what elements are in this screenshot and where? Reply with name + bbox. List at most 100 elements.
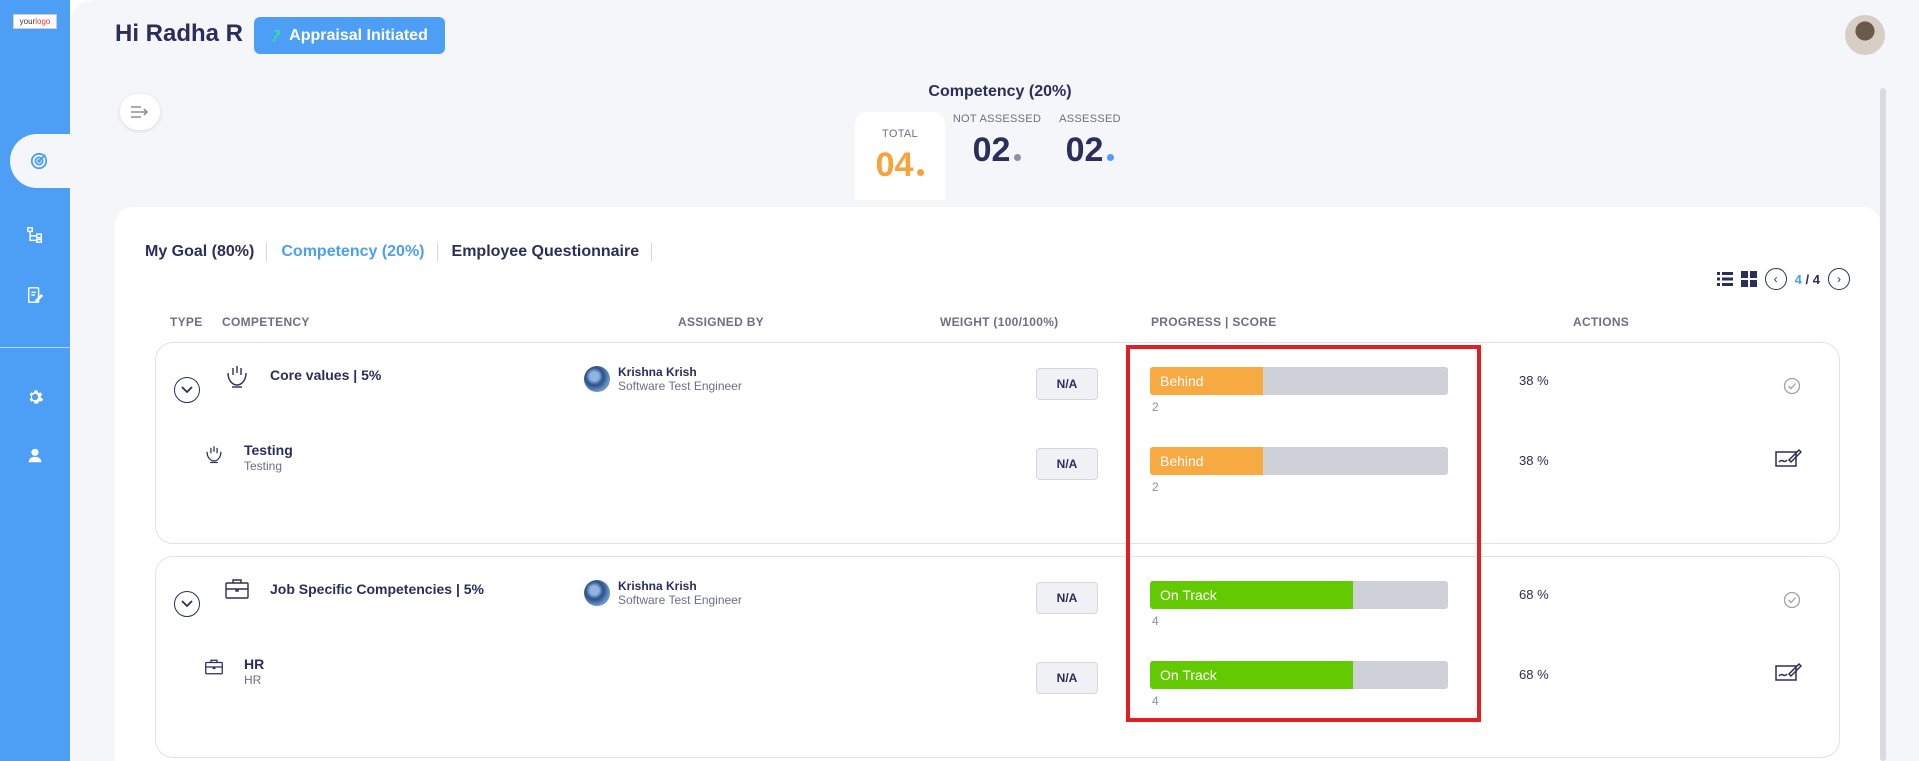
document-edit-icon xyxy=(27,287,44,303)
progress-fill xyxy=(1150,661,1353,689)
check-circle-icon[interactable] xyxy=(1783,377,1801,400)
progress-fill xyxy=(1150,447,1264,475)
weight-value: N/A xyxy=(1036,448,1098,480)
sign-document-icon[interactable] xyxy=(1774,446,1803,475)
weight-value: N/A xyxy=(1036,368,1098,400)
progress-percent: 68 % xyxy=(1519,587,1549,602)
competency-name: HR xyxy=(244,656,265,672)
previous-page-button[interactable]: ‹ xyxy=(1764,268,1787,290)
chevron-down-icon xyxy=(181,600,193,608)
weight-value: N/A xyxy=(1036,662,1098,694)
hierarchy-icon xyxy=(27,227,43,243)
header-weight: WEIGHT (100/100%) xyxy=(940,315,1059,329)
status-dot xyxy=(1107,154,1115,161)
chevron-left-icon: ‹ xyxy=(1773,272,1778,286)
user-avatar[interactable] xyxy=(1845,15,1885,55)
page-total: 4 xyxy=(1812,271,1820,287)
tab-bar: My Goal (80%) Competency (20%) Employee … xyxy=(145,243,666,261)
appraisal-status-button[interactable]: Appraisal Initiated xyxy=(254,17,445,54)
gear-icon xyxy=(29,390,44,404)
greeting: Hi Radha R xyxy=(115,20,244,47)
nav-item-settings[interactable] xyxy=(20,382,50,412)
side-rail: yourlogo xyxy=(0,0,70,761)
scrollbar[interactable] xyxy=(1880,88,1886,761)
page-separator: / xyxy=(1805,271,1810,287)
list-view-icon[interactable] xyxy=(1716,272,1733,286)
page-current: 4 xyxy=(1794,271,1802,287)
header-assigned-by: ASSIGNED BY xyxy=(678,315,764,329)
progress-bar: On Track xyxy=(1150,581,1448,609)
progress-fill xyxy=(1150,367,1264,395)
table-row: Testing Testing N/A Behind 2 38 % xyxy=(156,438,1841,498)
progress-status: Behind xyxy=(1160,453,1204,469)
view-tools: ‹ 4 / 4 › xyxy=(1716,268,1850,290)
logo-text-accent: logo xyxy=(35,17,51,26)
table-row: HR HR N/A On Track 4 68 % xyxy=(156,652,1841,712)
logo-text: your xyxy=(19,17,36,26)
header-actions: ACTIONS xyxy=(1573,315,1630,329)
expand-row-button[interactable] xyxy=(174,377,200,403)
progress-percent: 38 % xyxy=(1519,453,1549,468)
progress-score: 2 xyxy=(1152,400,1159,414)
sidebar-toggle-button[interactable] xyxy=(120,94,160,130)
assignee: Krishna Krish Software Test Engineer xyxy=(584,579,742,607)
nav-item-hierarchy[interactable] xyxy=(20,220,50,250)
trend-arrow-icon xyxy=(272,29,281,42)
header-type: TYPE xyxy=(170,315,203,329)
stat-assessed-number: 02 xyxy=(1065,131,1104,169)
stat-total-value: 04 xyxy=(855,146,945,185)
page-indicator: 4 / 4 xyxy=(1795,272,1820,287)
assignee-role: Software Test Engineer xyxy=(618,379,742,393)
stat-assessed: ASSESSED 02 xyxy=(1045,113,1135,170)
weight-value: N/A xyxy=(1036,582,1098,614)
competency-name: Job Specific Competencies | 5% xyxy=(270,581,484,597)
competency-name: Core values | 5% xyxy=(270,367,382,383)
stat-not-assessed-label: NOT ASSESSED xyxy=(952,113,1042,125)
stat-total: TOTAL 04 xyxy=(855,112,945,200)
grid-view-icon[interactable] xyxy=(1740,271,1757,287)
assignee-avatar xyxy=(584,366,610,392)
table-row: Core values | 5% Krishna Krish Software … xyxy=(156,357,1841,417)
progress-status: On Track xyxy=(1160,587,1217,603)
progress-bar: Behind xyxy=(1150,447,1448,475)
appraisal-status-label: Appraisal Initiated xyxy=(289,26,428,44)
tab-my-goal[interactable]: My Goal (80%) xyxy=(145,243,268,261)
chevron-down-icon xyxy=(181,386,193,394)
check-circle-icon[interactable] xyxy=(1783,591,1801,614)
user-icon xyxy=(28,448,42,463)
target-icon xyxy=(24,146,54,176)
progress-score: 2 xyxy=(1152,480,1159,494)
nav-item-profile[interactable] xyxy=(20,440,50,470)
competency-name: Testing xyxy=(244,442,293,458)
chevron-right-icon: › xyxy=(1837,272,1841,286)
status-dot xyxy=(1014,154,1022,161)
nav-item-goals[interactable] xyxy=(10,134,70,188)
assignee-name: Krishna Krish xyxy=(618,365,697,379)
company-logo: yourlogo xyxy=(13,14,57,29)
stat-total-number: 04 xyxy=(875,146,914,184)
progress-bar: Behind xyxy=(1150,367,1448,395)
competency-group-core-values: Core values | 5% Krishna Krish Software … xyxy=(155,342,1840,544)
nav-item-reviews[interactable] xyxy=(20,280,50,310)
tab-competency[interactable]: Competency (20%) xyxy=(281,243,438,261)
assignee-avatar xyxy=(584,580,610,606)
tab-employee-questionnaire[interactable]: Employee Questionnaire xyxy=(452,243,653,261)
competency-subtitle: HR xyxy=(244,673,262,687)
assignee-name: Krishna Krish xyxy=(618,579,697,593)
next-page-button[interactable]: › xyxy=(1828,268,1850,290)
progress-percent: 38 % xyxy=(1519,373,1549,388)
assignee: Krishna Krish Software Test Engineer xyxy=(584,365,742,393)
stat-not-assessed-value: 02 xyxy=(952,131,1042,170)
table-row: Job Specific Competencies | 5% Krishna K… xyxy=(156,571,1841,631)
stat-assessed-label: ASSESSED xyxy=(1059,113,1121,125)
section-title: Competency (20%) xyxy=(928,83,1072,100)
competency-subtitle: Testing xyxy=(244,459,283,473)
expand-row-button[interactable] xyxy=(174,591,200,617)
header-progress-score: PROGRESS | SCORE xyxy=(1151,315,1277,329)
assignee-role: Software Test Engineer xyxy=(618,593,742,607)
progress-status: On Track xyxy=(1160,667,1217,683)
status-dot xyxy=(917,169,925,176)
sign-document-icon[interactable] xyxy=(1774,660,1803,689)
stat-not-assessed-number: 02 xyxy=(972,131,1011,169)
stat-not-assessed: NOT ASSESSED 02 xyxy=(952,113,1042,170)
